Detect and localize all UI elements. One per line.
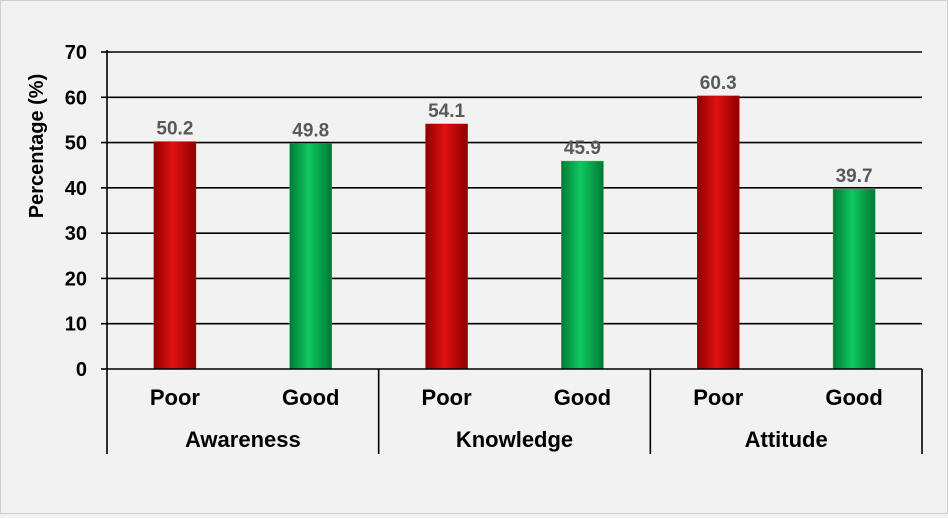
bar-attitude-good [832,188,876,370]
x-tick-label-awareness-poor: Poor [150,385,201,410]
bar-awareness-poor [153,141,197,370]
y-tick-label-50: 50 [65,133,87,155]
y-axis-title: Percentage (%) [26,74,48,219]
data-label-awareness-poor: 50.2 [156,119,193,140]
data-label-knowledge-good: 45.9 [564,138,601,159]
bar-knowledge-good [561,160,604,370]
y-tick-label-40: 40 [65,178,87,200]
x-tick-label-knowledge-poor: Poor [422,385,473,410]
data-label-attitude-poor: 60.3 [700,73,737,94]
x-tick-label-attitude-poor: Poor [693,385,744,410]
group-label-attitude: Attitude [745,427,828,452]
x-tick-label-awareness-good: Good [282,385,339,410]
bar-attitude-poor [697,95,740,370]
y-tick-label-70: 70 [65,42,87,64]
x-tick-label-knowledge-good: Good [554,385,611,410]
data-label-knowledge-poor: 54.1 [428,101,465,122]
x-tick-label-attitude-good: Good [825,385,882,410]
y-tick-label-60: 60 [65,87,87,109]
y-tick-label-30: 30 [65,223,87,245]
group-label-awareness: Awareness [185,427,301,452]
data-label-attitude-good: 39.7 [836,166,873,187]
bar-knowledge-poor [425,123,468,370]
data-label-awareness-good: 49.8 [292,120,329,141]
y-tick-label-10: 10 [65,314,87,336]
y-tick-label-20: 20 [65,268,87,290]
bar-awareness-good [289,143,332,370]
group-label-knowledge: Knowledge [456,427,573,452]
y-tick-label-0: 0 [76,359,87,381]
